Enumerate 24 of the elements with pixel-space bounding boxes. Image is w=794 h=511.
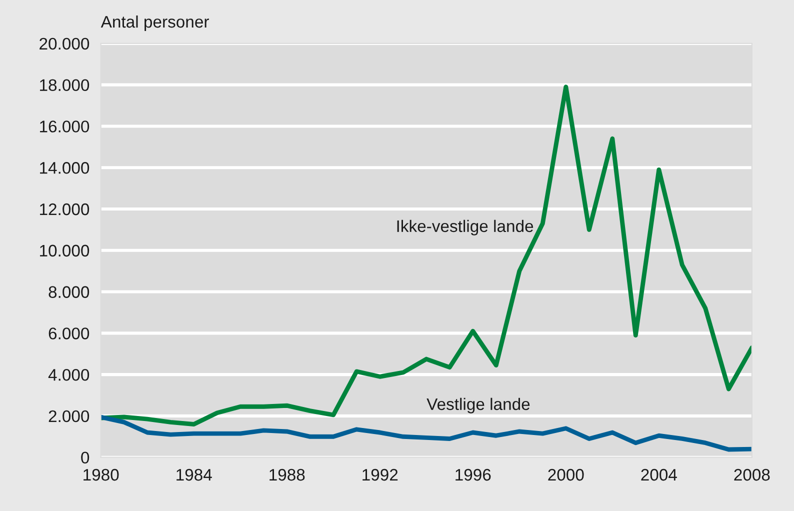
y-tick-label: 12.000: [40, 203, 90, 216]
y-tick-label: 8.000: [48, 286, 90, 298]
y-tick-label: 2.000: [48, 410, 90, 422]
line-series: [100, 414, 752, 452]
x-tick-label: 1992: [362, 468, 398, 481]
line-series: [100, 84, 752, 426]
y-tick-label: 18.000: [40, 79, 90, 92]
y-tick-label: 0: [81, 452, 90, 464]
series-label: Vestlige lande: [426, 398, 530, 414]
y-tick-label: 4.000: [48, 368, 90, 381]
y-tick-label: 10.000: [40, 244, 90, 257]
x-tick-label: 1988: [270, 468, 305, 481]
x-tick-label: 1996: [456, 468, 491, 481]
y-tick-label: 20.000: [40, 38, 90, 50]
series-label: Ikke-vestlige lande: [397, 220, 534, 236]
x-tick-label: 2000: [548, 468, 584, 481]
y-tick-label: 16.000: [40, 120, 90, 132]
y-tick-label: 6.000: [48, 328, 90, 340]
x-tick-label: 1980: [84, 468, 119, 481]
x-tick-label: 1984: [176, 468, 212, 481]
y-tick-label: 14.000: [40, 162, 90, 174]
y-axis-title: Antal personer: [100, 15, 209, 32]
x-tick-label: 2004: [641, 468, 677, 481]
x-tick-label: 2008: [734, 468, 770, 481]
